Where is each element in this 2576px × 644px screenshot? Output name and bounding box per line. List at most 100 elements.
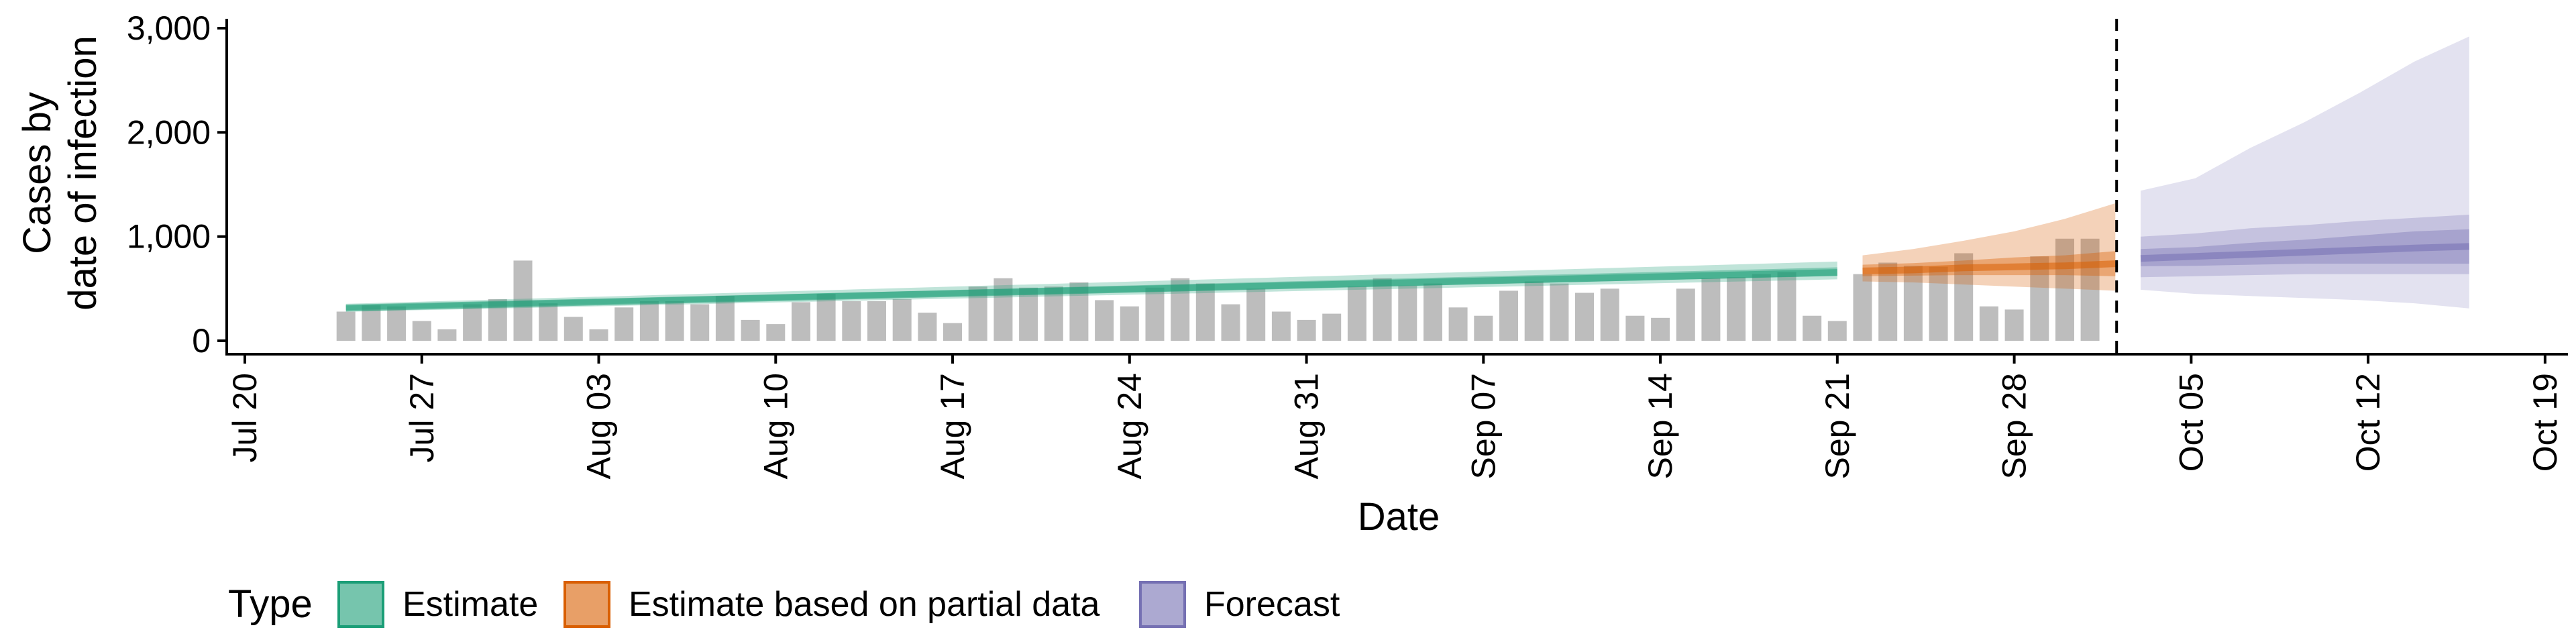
x-tick-label: Oct 05 <box>2172 373 2210 472</box>
bar <box>539 303 558 341</box>
bar <box>1474 315 1493 341</box>
y-axis-title-line-1: Cases by <box>15 92 59 254</box>
x-tick-label: Sep 28 <box>1996 373 2033 479</box>
bar <box>2080 238 2100 341</box>
bar <box>1651 317 1670 341</box>
bar <box>1575 292 1594 341</box>
legend-label: Estimate based on partial data <box>629 585 1100 624</box>
bar <box>741 319 760 341</box>
x-axis-title: Date <box>1358 495 1440 539</box>
x-tick-label: Aug 24 <box>1111 373 1148 479</box>
y-axis-title: Cases by date of infection <box>15 36 105 311</box>
bar <box>614 307 634 341</box>
bar <box>1878 262 1898 341</box>
x-tick-label: Oct 12 <box>2349 373 2387 472</box>
bar <box>1803 315 1822 341</box>
bar <box>1145 287 1165 341</box>
legend-swatch <box>1139 581 1186 628</box>
x-tick-label: Jul 20 <box>226 373 264 462</box>
bar <box>362 305 381 341</box>
bar <box>2030 256 2049 341</box>
median-line <box>345 269 1837 312</box>
bar <box>867 301 886 341</box>
bar <box>1827 321 1847 341</box>
bar <box>1853 274 1872 341</box>
bar <box>1044 286 1063 341</box>
ribbon-outer <box>1862 203 2116 291</box>
bar <box>918 313 937 341</box>
bar <box>1398 285 1417 341</box>
bar <box>1701 278 1721 341</box>
x-tick-label: Aug 17 <box>934 373 971 479</box>
y-tick-label: 1,000 <box>127 218 211 256</box>
bar <box>842 301 861 341</box>
ribbon-outer <box>2141 215 2469 278</box>
y-tick-label: 2,000 <box>127 113 211 151</box>
bar <box>336 311 356 341</box>
x-tick-label: Sep 14 <box>1642 373 1679 479</box>
bar <box>1095 300 1114 341</box>
legend-item: Estimate based on partial data <box>564 581 1100 628</box>
x-tick-label: Aug 31 <box>1288 373 1326 479</box>
x-tick-label: Aug 10 <box>757 373 794 479</box>
y-axis-title-line-2: date of infection <box>61 36 105 311</box>
bar <box>589 329 608 341</box>
bar <box>715 296 735 341</box>
bar <box>1600 288 1619 341</box>
bar <box>412 321 431 341</box>
bar <box>387 306 407 341</box>
x-tick-label: Oct 19 <box>2526 373 2564 472</box>
bar <box>766 324 786 341</box>
bar <box>639 301 659 341</box>
legend-swatch <box>337 581 384 628</box>
series-0 <box>345 261 1837 312</box>
bar <box>1195 283 1215 341</box>
series-2 <box>2140 36 2469 309</box>
bar <box>1373 278 1392 341</box>
legend-item: Estimate <box>337 581 538 628</box>
bar <box>463 304 482 341</box>
bar <box>1550 283 1569 341</box>
bar <box>943 323 962 341</box>
bar <box>665 301 684 341</box>
bar <box>1752 274 1771 341</box>
ribbon-90 <box>2141 36 2469 309</box>
legend-swatch <box>564 581 610 628</box>
y-tick-label: 0 <box>192 322 211 360</box>
bar <box>1347 286 1366 341</box>
bar <box>1929 266 1948 341</box>
legend-label: Estimate <box>402 585 538 624</box>
bar <box>1246 288 1266 341</box>
bar <box>1448 307 1468 341</box>
ribbon-group <box>345 36 2469 312</box>
legend: Type Estimate Estimate based on partial d… <box>228 581 1340 628</box>
bar <box>816 294 836 341</box>
legend-item: Forecast <box>1139 581 1340 628</box>
bar <box>1727 277 1746 341</box>
bar <box>994 278 1013 341</box>
bar <box>1625 315 1645 341</box>
axes: 0 1,000 2,000 3,000 Jul 20 Jul 27 Aug 03 Aug 10… <box>127 9 2568 479</box>
bar <box>1271 311 1291 341</box>
bar <box>1499 290 1518 341</box>
bar <box>792 302 810 341</box>
bar <box>437 329 457 341</box>
bar <box>2055 238 2074 341</box>
median-line <box>2140 243 2469 262</box>
bar <box>690 304 710 341</box>
bar <box>1120 306 1139 341</box>
bar <box>564 317 583 341</box>
legend-label: Forecast <box>1204 585 1340 624</box>
bar <box>1777 272 1796 341</box>
x-tick-label: Sep 21 <box>1819 373 1856 479</box>
bar <box>892 299 912 341</box>
bar <box>1424 283 1442 341</box>
bar <box>1297 319 1316 341</box>
bar <box>1322 313 1342 341</box>
bar <box>1903 266 1923 341</box>
bar <box>1524 281 1544 341</box>
y-tick-label: 3,000 <box>127 9 211 47</box>
x-tick-label: Aug 03 <box>580 373 618 479</box>
bar <box>2004 309 2024 341</box>
